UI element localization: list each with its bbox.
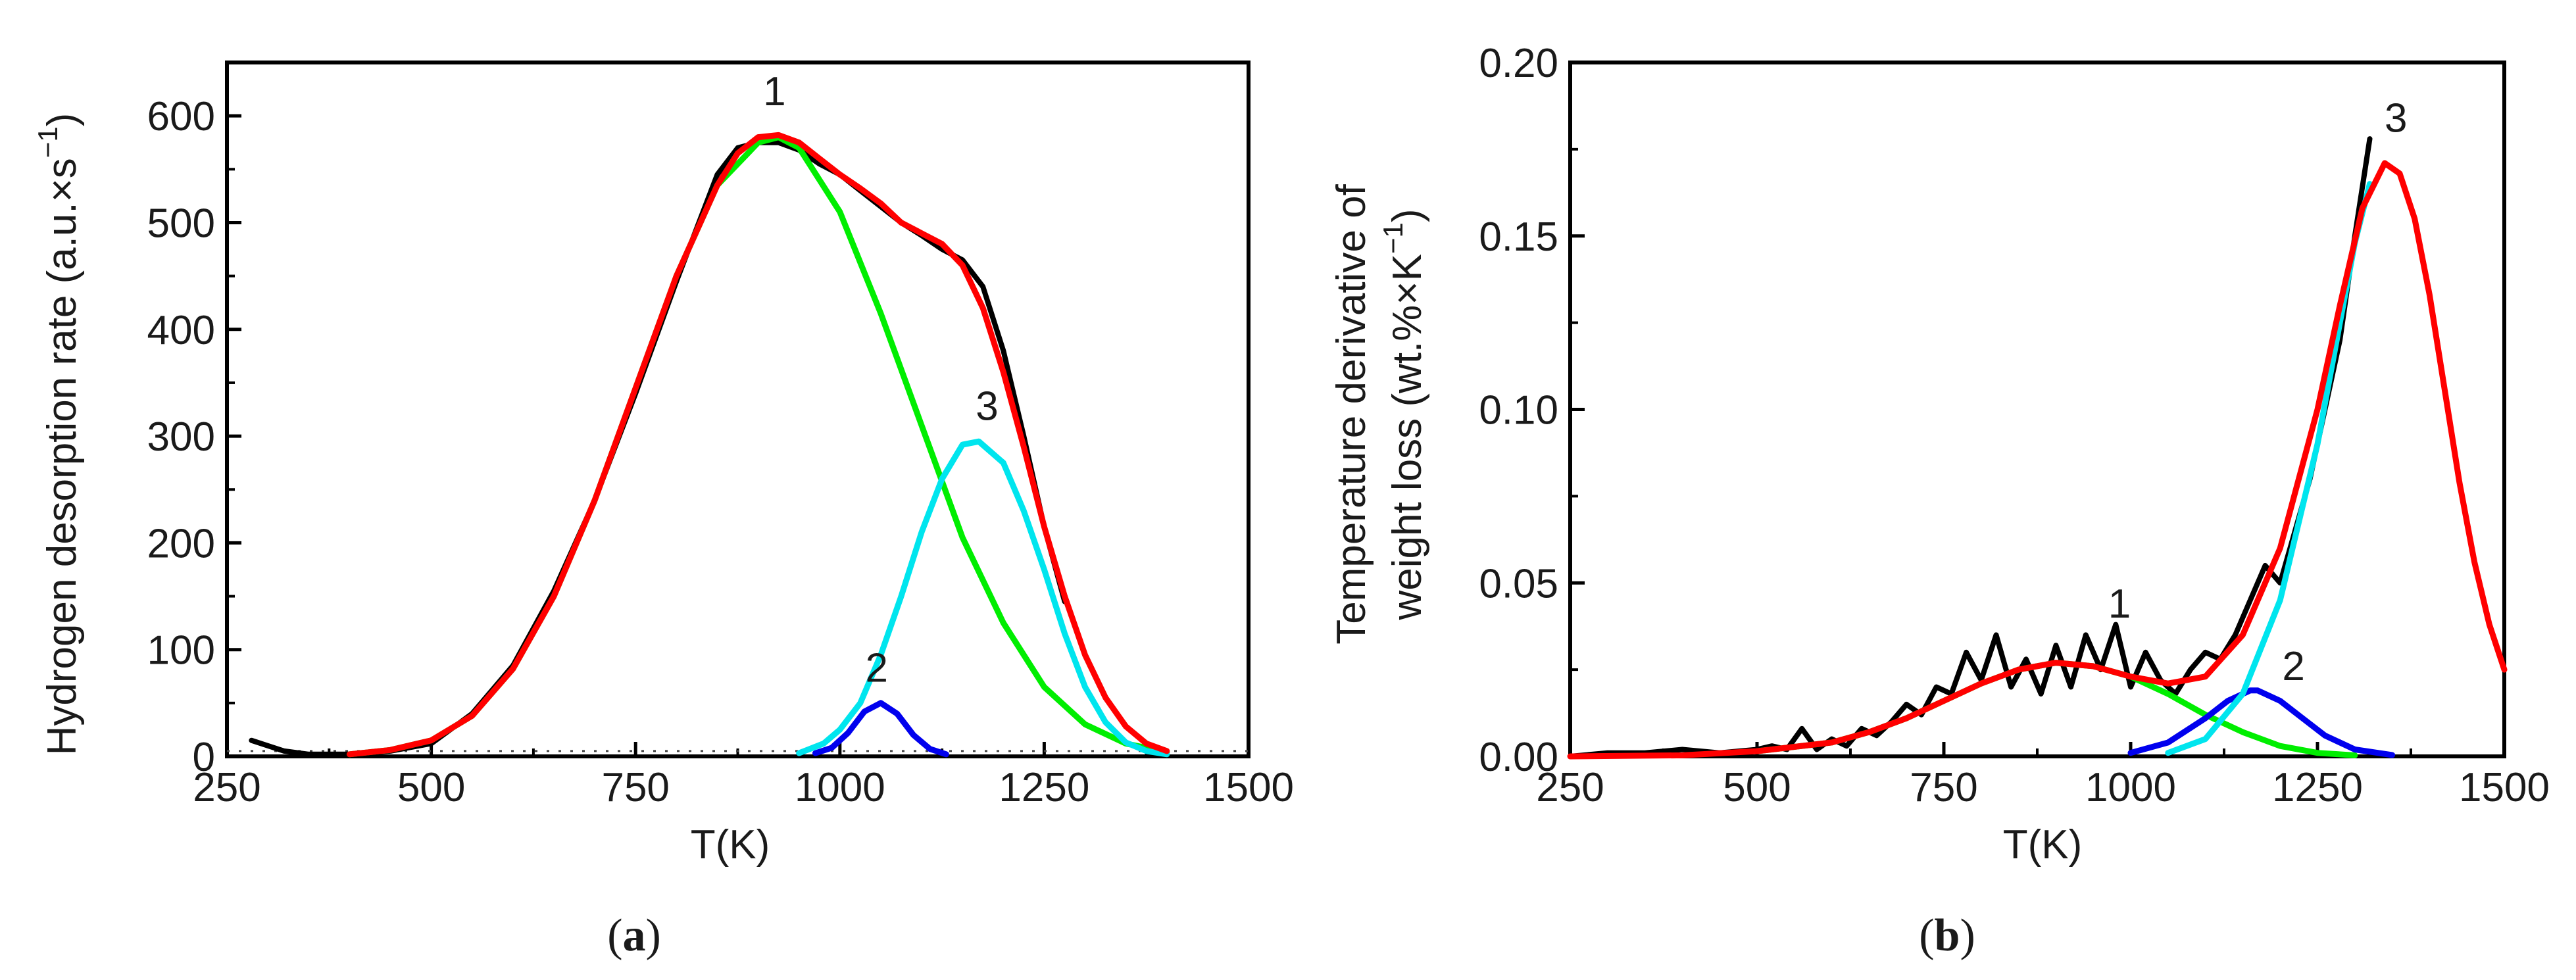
panel-b-caption: (b) — [1919, 910, 1975, 961]
panel-b-ticks: 250 500 750 1000 1250 1500 0.00 0.05 0.10 0.15 0.2… — [1479, 41, 2550, 810]
y-tick-label: 100 — [147, 628, 215, 674]
x-tick-label: 250 — [1536, 765, 1604, 810]
series-peak-3-line — [796, 438, 1170, 758]
peak-label-3: 3 — [2385, 96, 2407, 141]
peak-label-1: 1 — [763, 69, 785, 114]
x-tick-label: 1250 — [999, 765, 1089, 810]
y-tick-label: 300 — [147, 414, 215, 460]
series-experimental-line — [249, 139, 1068, 757]
panel-a-y-axis-title-close: ) — [39, 113, 85, 127]
panel-a-ticks: 250 500 750 1000 1250 1500 0 100 200 300 400 500 600 — [147, 94, 1294, 810]
x-tick-label: 1250 — [2272, 765, 2363, 810]
series-total-fit-line — [1567, 160, 2508, 760]
y-tick-label: 0.10 — [1479, 388, 1558, 433]
series-peak-1-line — [346, 134, 1170, 758]
y-tick-label: 0.15 — [1479, 214, 1558, 260]
x-tick-label: 750 — [601, 765, 669, 810]
panel-b-y-axis-title-close: ) — [1385, 208, 1430, 222]
y-tick-label: 0.20 — [1479, 41, 1558, 86]
panel-a-caption-letter: a — [623, 910, 646, 961]
panel-b-y-axis-title-line2: weight loss (wt.%×K−1) — [1377, 208, 1430, 620]
series-peak-2-line — [812, 700, 949, 758]
series-experimental-line — [1568, 136, 2373, 759]
x-tick-label: 500 — [1723, 765, 1791, 810]
panel-a-x-axis-title: T(K) — [691, 822, 770, 868]
series-peak-2-line — [2127, 687, 2396, 758]
panel-b-caption-letter: b — [1935, 910, 1960, 961]
panel-a-series — [227, 132, 1249, 758]
x-tick-label: 500 — [397, 765, 465, 810]
x-tick-label: 250 — [193, 765, 260, 810]
y-tick-label: 0.00 — [1479, 735, 1558, 780]
peak-label-1: 1 — [2108, 581, 2131, 627]
panel-b-y-axis-title-sup: −1 — [1377, 222, 1408, 254]
y-tick-label: 400 — [147, 308, 215, 353]
series-peak-1-line — [1754, 660, 2358, 758]
panel-b-y-axis-title-text: weight loss (wt.%×K — [1385, 254, 1430, 621]
panel-a-annotations: 1 2 3 — [763, 69, 999, 691]
panel-b-y-axis-title-line1: Temperature derivative of — [1329, 184, 1374, 644]
x-tick-label: 1000 — [795, 765, 885, 810]
panel-b: 250 500 750 1000 1250 1500 0.00 0.05 0.10 0.15 0.2… — [1329, 41, 2550, 961]
y-tick-label: 200 — [147, 521, 215, 566]
peak-label-2: 2 — [865, 645, 887, 691]
series-total-fit-line — [346, 132, 1170, 758]
peak-label-2: 2 — [2282, 644, 2304, 689]
y-tick-label: 0 — [193, 735, 215, 780]
panel-b-annotations: 1 2 3 — [2108, 96, 2408, 689]
y-tick-label: 600 — [147, 94, 215, 139]
series-peak-3-line — [2165, 181, 2373, 756]
panel-a-y-axis-title-text: Hydrogen desorption rate (a.u.×s — [39, 158, 85, 755]
x-tick-label: 1500 — [1203, 765, 1294, 810]
x-tick-label: 1000 — [2085, 765, 2176, 810]
y-tick-label: 0.05 — [1479, 561, 1558, 606]
x-tick-label: 1500 — [2459, 765, 2550, 810]
panel-b-x-axis-title: T(K) — [2003, 822, 2083, 868]
peak-label-3: 3 — [976, 384, 998, 429]
panel-a-y-axis-title-sup: −1 — [32, 126, 63, 158]
panel-b-series — [1567, 136, 2508, 760]
y-tick-label: 500 — [147, 201, 215, 246]
panel-a: 250 500 750 1000 1250 1500 0 100 200 300 400 500 600… — [32, 61, 1294, 961]
panel-a-caption: (a) — [607, 910, 661, 961]
panel-a-y-axis-title: Hydrogen desorption rate (a.u.×s−1) — [32, 113, 85, 756]
x-tick-label: 750 — [1910, 765, 1977, 810]
